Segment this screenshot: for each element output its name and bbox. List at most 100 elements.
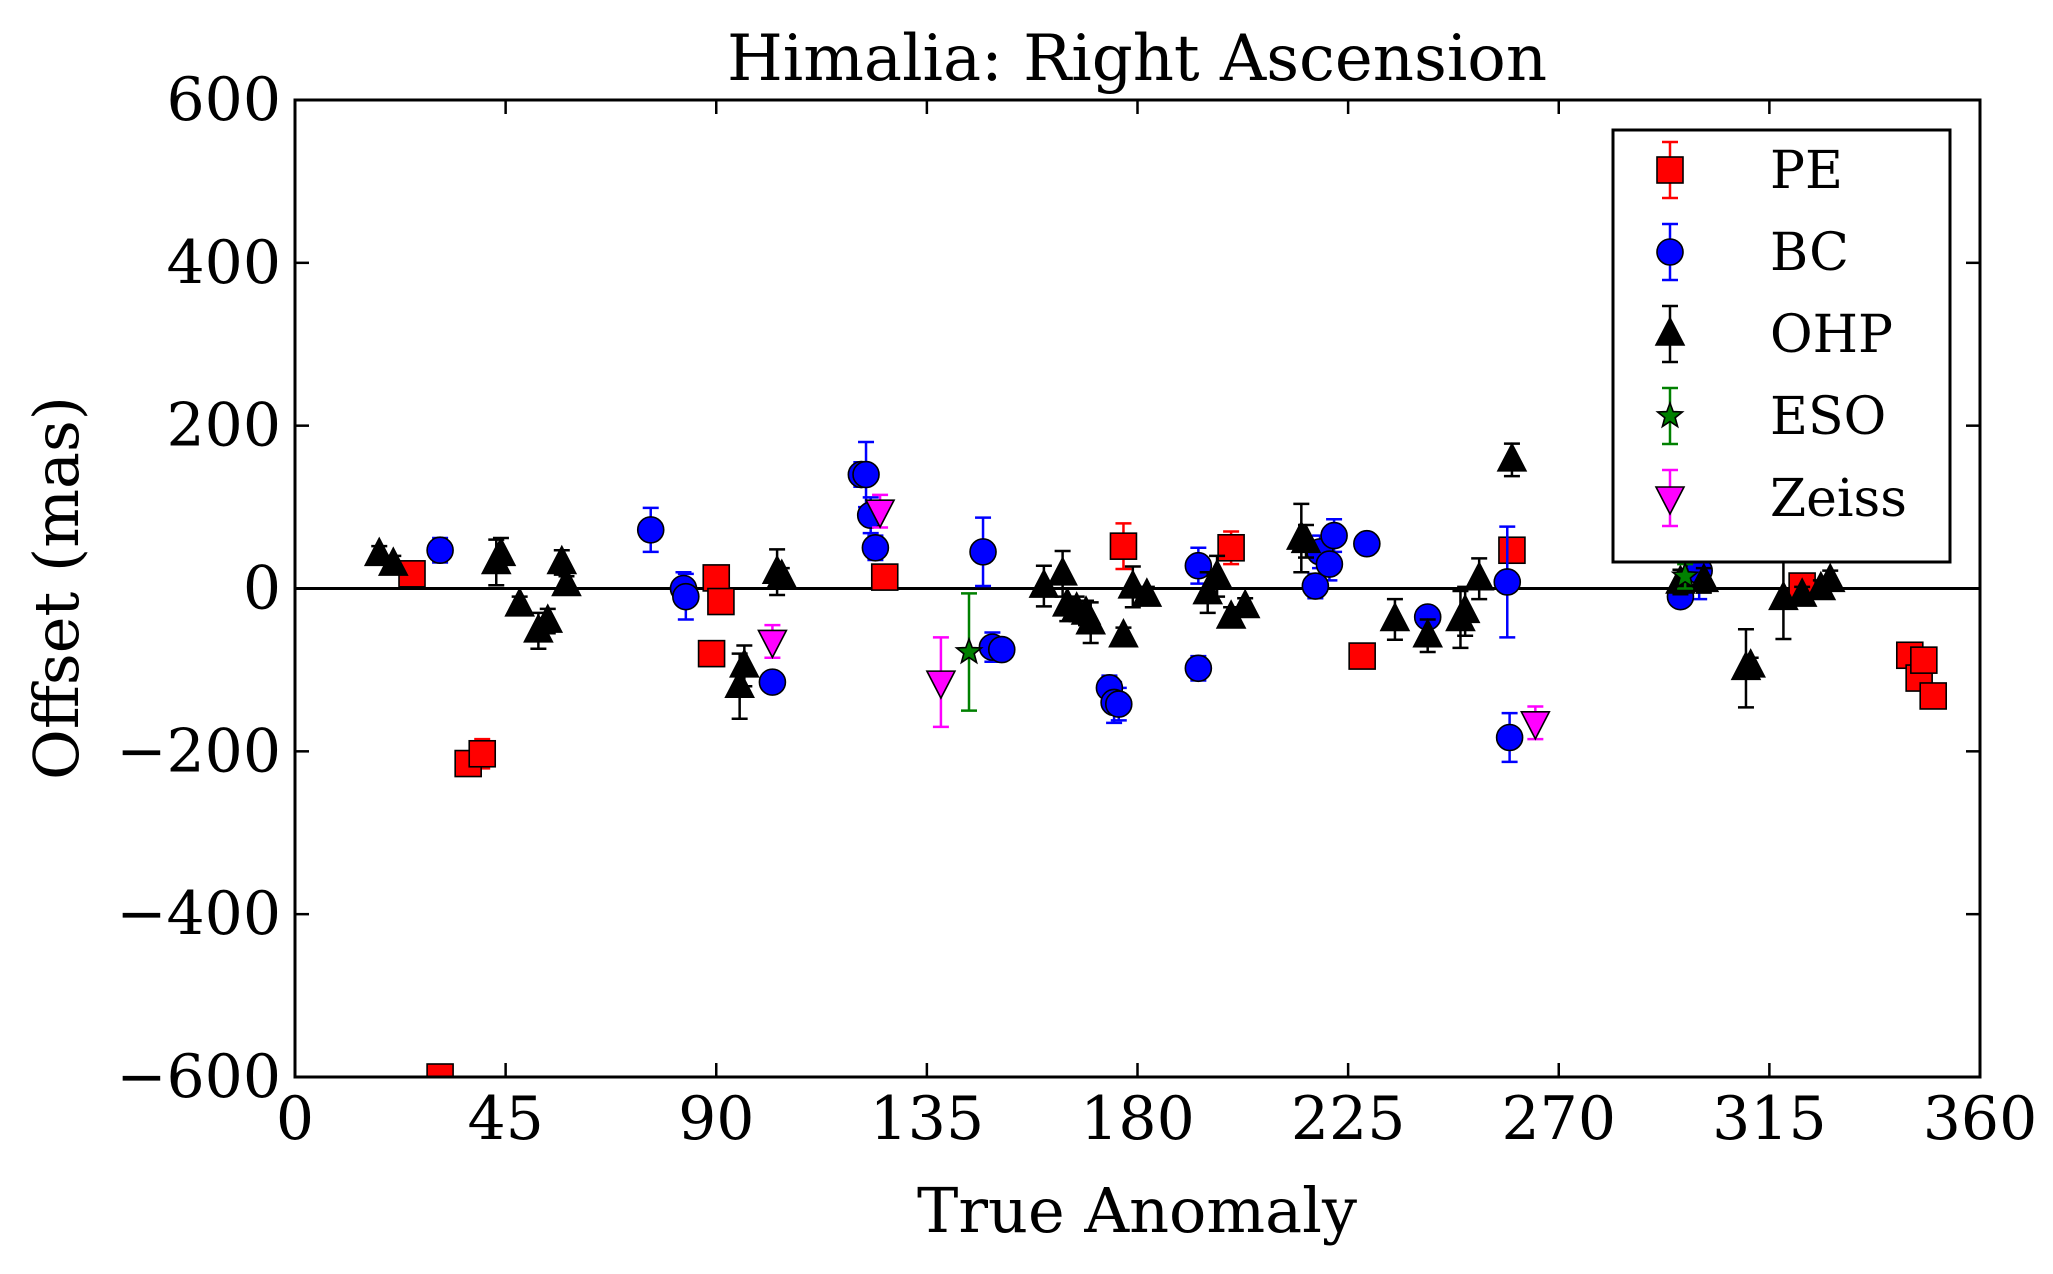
data-point-pe bbox=[707, 587, 735, 616]
legend-item-zeiss: Zeiss bbox=[1654, 468, 1907, 529]
data-point-bc bbox=[1184, 654, 1213, 683]
data-point-eso bbox=[954, 636, 984, 665]
legend-item-bc: BC bbox=[1656, 222, 1849, 283]
x-axis-label: True Anomaly bbox=[917, 1174, 1357, 1247]
data-point-ohp bbox=[729, 648, 760, 678]
x-tick-label: 90 bbox=[678, 1084, 754, 1154]
series-eso bbox=[954, 561, 1700, 712]
data-point-pe bbox=[1919, 682, 1947, 710]
data-point-ohp bbox=[377, 546, 409, 576]
data-point-bc bbox=[861, 533, 890, 562]
y-axis-label: Offset (mas) bbox=[20, 396, 93, 780]
y-tick-label: −400 bbox=[116, 879, 281, 949]
data-point-bc bbox=[1495, 723, 1524, 752]
series-layer bbox=[363, 440, 1947, 1077]
x-tick-label: 45 bbox=[467, 1084, 543, 1154]
data-point-ohp bbox=[1290, 523, 1322, 554]
data-point-bc bbox=[758, 668, 787, 696]
y-tick-label: 600 bbox=[166, 65, 281, 135]
legend-item-ohp: OHP bbox=[1654, 304, 1893, 365]
data-point-ohp bbox=[1814, 562, 1846, 593]
legend-label: PE bbox=[1770, 141, 1843, 201]
plot-frame bbox=[293, 98, 1982, 1079]
data-point-bc bbox=[1104, 690, 1133, 718]
data-point-pe bbox=[1348, 642, 1376, 670]
x-tick-label: 180 bbox=[1080, 1084, 1195, 1154]
series-ohp bbox=[363, 442, 1846, 721]
legend-label: Zeiss bbox=[1770, 469, 1907, 529]
data-point-eso bbox=[1670, 561, 1700, 589]
legend-marker-eso bbox=[1655, 400, 1685, 429]
data-point-ohp bbox=[485, 536, 517, 567]
data-point-bc bbox=[987, 635, 1016, 664]
data-point-pe bbox=[870, 563, 899, 591]
legend-marker-pe bbox=[1656, 156, 1684, 184]
data-point-ohp bbox=[1047, 556, 1078, 586]
data-point-pe bbox=[1217, 533, 1245, 562]
data-point-bc bbox=[636, 516, 665, 544]
data-point-ohp bbox=[1131, 577, 1163, 607]
data-point-bc bbox=[852, 460, 880, 489]
data-point-zeiss bbox=[864, 499, 896, 529]
data-point-bc bbox=[1320, 521, 1348, 550]
data-point-ohp bbox=[1449, 593, 1481, 624]
data-point-ohp bbox=[363, 536, 395, 567]
data-point-bc bbox=[1353, 529, 1381, 558]
data-point-pe bbox=[697, 639, 726, 668]
legend-marker-bc bbox=[1656, 238, 1684, 266]
data-point-pe bbox=[1498, 536, 1526, 565]
x-tick-label: 315 bbox=[1712, 1084, 1827, 1154]
data-point-ohp bbox=[1688, 562, 1720, 593]
legend-item-eso: ESO bbox=[1655, 386, 1886, 447]
data-point-bc bbox=[969, 538, 997, 566]
legend: PE BC OHP ESO Zeiss bbox=[1611, 128, 1952, 564]
x-tick-label: 360 bbox=[1923, 1084, 2038, 1154]
legend-marker-zeiss bbox=[1654, 486, 1686, 516]
data-point-ohp bbox=[1735, 648, 1766, 678]
series-zeiss bbox=[757, 493, 1551, 741]
data-point-bc bbox=[1315, 550, 1344, 578]
data-point-ohp bbox=[1201, 558, 1233, 589]
legend-label: OHP bbox=[1770, 305, 1893, 365]
data-point-ohp bbox=[504, 587, 535, 617]
data-point-ohp bbox=[1496, 442, 1528, 472]
data-point-bc bbox=[1301, 572, 1330, 600]
y-tick-label: −600 bbox=[116, 1042, 281, 1112]
x-tick-label: 0 bbox=[276, 1084, 314, 1154]
data-point-ohp bbox=[1229, 588, 1261, 619]
y-tick-label: 200 bbox=[166, 391, 281, 461]
data-point-ohp bbox=[532, 603, 564, 633]
chart-title: Himalia: Right Ascension bbox=[727, 22, 1547, 96]
data-point-pe bbox=[1109, 532, 1138, 560]
data-point-zeiss bbox=[757, 629, 788, 660]
data-point-ohp bbox=[546, 544, 578, 575]
data-point-pe bbox=[426, 1063, 454, 1077]
tick-layer: 0 45 90 135 180 225 270 315 360 −600 −400 −200 0 200 4… bbox=[116, 65, 2037, 1154]
data-point-ohp bbox=[724, 668, 755, 699]
data-point-zeiss bbox=[1520, 711, 1551, 741]
data-point-ohp bbox=[1192, 574, 1224, 605]
x-tick-label: 225 bbox=[1291, 1084, 1406, 1154]
data-point-bc bbox=[426, 536, 454, 565]
legend-label: BC bbox=[1770, 223, 1849, 283]
data-point-ohp bbox=[1108, 617, 1139, 648]
y-tick-label: −200 bbox=[116, 716, 281, 786]
legend-label: ESO bbox=[1770, 387, 1886, 447]
data-point-ohp bbox=[1463, 560, 1495, 591]
data-point-ohp bbox=[551, 566, 582, 597]
data-point-ohp bbox=[1412, 617, 1444, 648]
data-point-zeiss bbox=[925, 670, 957, 700]
legend-marker-ohp bbox=[1654, 316, 1686, 346]
data-point-pe bbox=[468, 739, 497, 768]
data-point-bc bbox=[1493, 568, 1522, 596]
data-point-bc bbox=[672, 582, 700, 611]
x-tick-label: 270 bbox=[1501, 1084, 1616, 1154]
legend-item-pe: PE bbox=[1656, 140, 1843, 201]
x-tick-label: 135 bbox=[870, 1084, 985, 1154]
data-point-ohp bbox=[1075, 604, 1107, 635]
y-tick-label: 0 bbox=[243, 554, 281, 624]
data-point-pe bbox=[1910, 646, 1938, 674]
data-point-pe bbox=[702, 564, 731, 592]
data-point-ohp bbox=[766, 558, 798, 589]
